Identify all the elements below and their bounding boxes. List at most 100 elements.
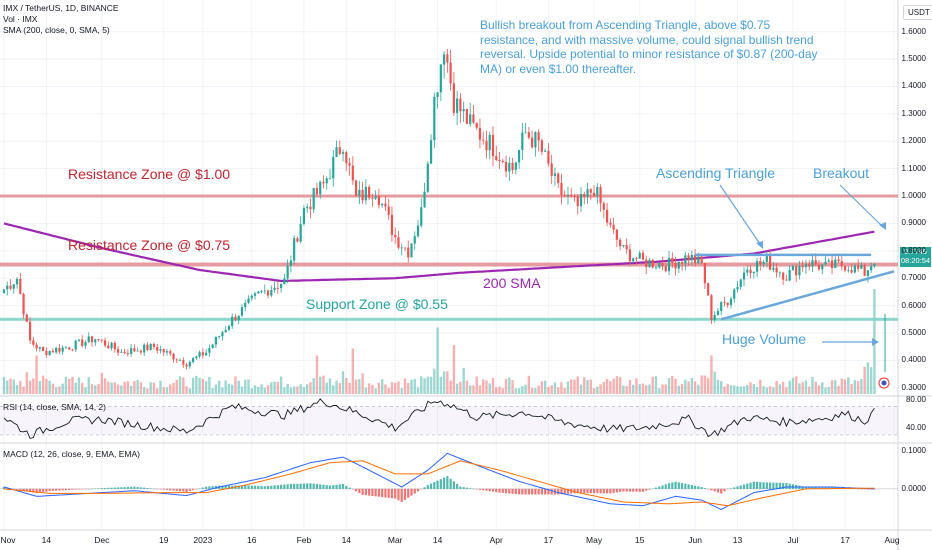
price-tick-label: 0.9000: [901, 218, 926, 228]
macd-histogram-bar: [687, 484, 690, 489]
candle-body: [729, 298, 733, 306]
volume-bar: [260, 384, 263, 394]
macd-histogram-bar: [152, 488, 156, 490]
candle-body: [410, 243, 413, 258]
volume-bar: [586, 380, 589, 394]
volume-bar: [622, 385, 625, 394]
macd-histogram-bar: [713, 488, 716, 492]
macd-histogram-bar: [345, 485, 348, 489]
macd-histogram-bar: [814, 487, 817, 489]
candle-body: [266, 290, 270, 296]
candle-body: [280, 284, 283, 289]
candle-body: [113, 342, 116, 350]
currency-button[interactable]: USDT: [903, 5, 932, 20]
volume-bar: [103, 378, 107, 394]
volume-bar: [283, 387, 286, 394]
macd-histogram-bar: [400, 488, 403, 502]
volume-bar: [573, 379, 576, 394]
volume-bar: [863, 366, 866, 394]
macd-histogram-bar: [612, 488, 615, 493]
macd-histogram-bar: [293, 483, 296, 489]
candle-body: [358, 189, 361, 196]
time-tick-label: 17: [840, 535, 850, 545]
macd-histogram-bar: [586, 488, 589, 494]
volume-bar: [658, 388, 661, 394]
macd-histogram-bar: [436, 480, 439, 489]
candle-body: [752, 271, 755, 274]
candle-body: [772, 267, 775, 270]
macd-histogram-bar: [648, 488, 651, 490]
macd-histogram-bar: [280, 484, 283, 489]
volume-bar: [217, 380, 221, 394]
macd-histogram-bar: [863, 488, 866, 490]
candle-body: [188, 361, 191, 367]
volume-bar: [61, 383, 64, 394]
volume-bar: [850, 383, 853, 394]
volume-bar: [289, 387, 293, 394]
volume-bar: [449, 380, 452, 394]
volume-bar: [485, 380, 488, 394]
volume-bar: [856, 381, 860, 394]
price-tick-label: 1.0000: [901, 191, 926, 201]
macd-histogram-bar: [472, 488, 475, 490]
macd-histogram-bar: [788, 483, 791, 489]
time-tick-label: May: [586, 535, 603, 545]
macd-histogram-bar: [716, 488, 720, 493]
macd-histogram-bar: [739, 485, 742, 489]
volume-bar: [860, 378, 863, 394]
candle-body: [563, 194, 566, 197]
macd-histogram-bar: [654, 487, 658, 489]
volume-bar: [762, 386, 765, 394]
macd-histogram-bar: [182, 488, 185, 492]
macd-histogram-bar: [188, 488, 191, 492]
macd-histogram-bar: [361, 488, 364, 495]
volume-bar: [2, 376, 6, 394]
candle-body: [149, 343, 152, 351]
candle-body: [860, 264, 863, 269]
macd-histogram-bar: [804, 487, 808, 489]
candle-body: [514, 162, 517, 170]
candle-body: [599, 186, 602, 204]
macd-histogram-bar: [563, 488, 566, 495]
macd-histogram-bar: [103, 487, 107, 489]
volume-bar: [618, 377, 622, 394]
volume-bar: [273, 381, 276, 394]
volume-bar: [15, 384, 19, 394]
candle-body: [224, 329, 227, 333]
candle-body: [746, 269, 749, 273]
macd-legend: MACD (12, 26, close, 9, EMA, EMA): [3, 449, 140, 459]
candle-body: [635, 258, 638, 260]
price-tick-label: 0.7000: [901, 273, 926, 283]
volume-bar: [247, 379, 250, 394]
volume-bar: [462, 367, 465, 394]
macd-histogram-bar: [149, 488, 152, 489]
volume-bar: [169, 384, 172, 394]
volume-bar: [736, 386, 739, 394]
volume-bar: [808, 386, 811, 394]
volume-bar: [570, 379, 573, 394]
resistance-1-label: Resistance Zone @ $1.00: [68, 166, 231, 182]
macd-histogram-bar: [74, 488, 77, 490]
candle-body: [726, 302, 729, 306]
volume-bar: [237, 380, 240, 394]
volume-bar: [550, 385, 553, 394]
volume-bar: [511, 380, 514, 394]
support-line: [0, 317, 898, 321]
macd-histogram-bar: [667, 483, 671, 489]
candle-body: [847, 270, 850, 271]
macd-histogram-bar: [328, 485, 332, 489]
candle-body: [557, 173, 560, 184]
volume-bar: [387, 388, 390, 394]
macd-histogram-bar: [195, 488, 198, 490]
candle-body: [498, 160, 501, 161]
macd-tick-label: 0.1000: [901, 446, 926, 456]
volume-bar: [90, 384, 94, 394]
candle-body: [211, 344, 214, 349]
volume-bar: [472, 385, 475, 394]
volume-bar: [661, 384, 664, 394]
candle-body: [384, 203, 387, 207]
volume-bar: [759, 379, 762, 394]
volume-bar: [583, 377, 586, 394]
volume-bar: [785, 387, 788, 394]
